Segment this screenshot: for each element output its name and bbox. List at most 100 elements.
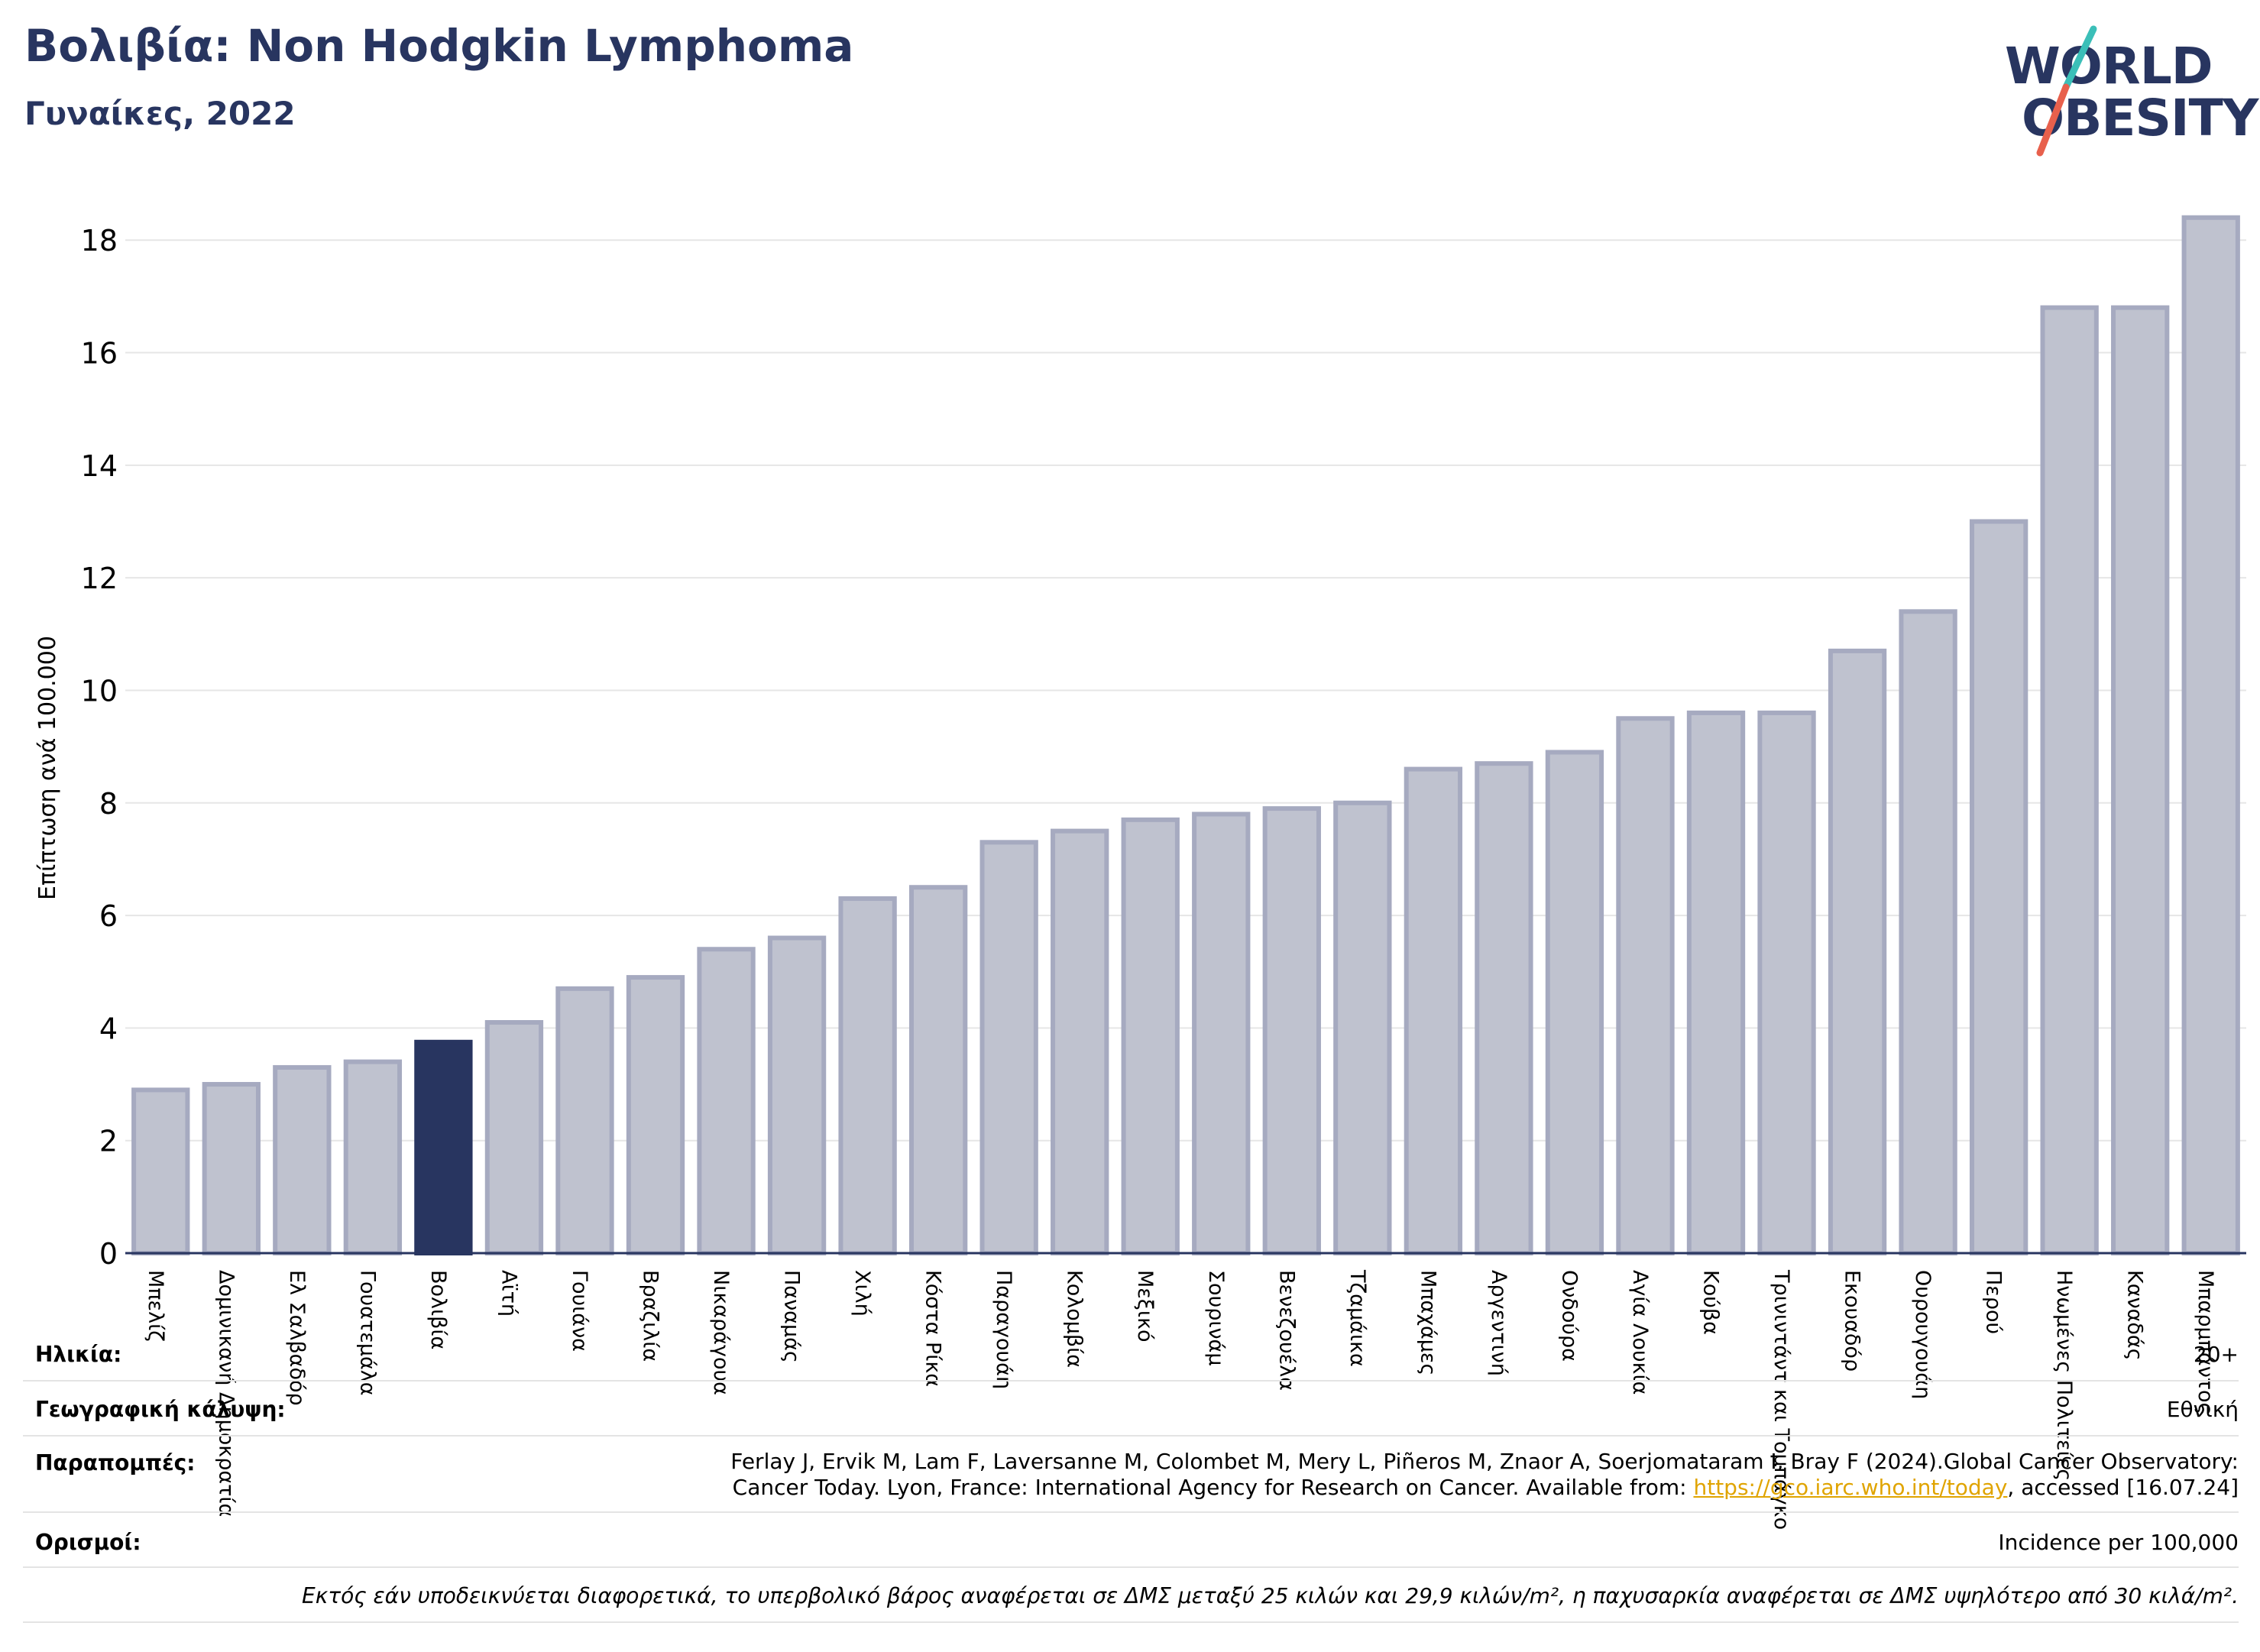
footer-row-coverage: Γεωγραφική κάλυψη: Εθνική xyxy=(23,1380,2239,1437)
footer-row-note: Εκτός εάν υποδεικνύεται διαφορετικά, το … xyxy=(23,1566,2239,1623)
bar xyxy=(1333,800,1392,1255)
bar xyxy=(626,975,685,1256)
x-tick-label: Κούβα xyxy=(1699,1270,1723,1335)
references-line-2: Cancer Today. Lyon, France: Internationa… xyxy=(730,1475,2239,1501)
y-tick-label: 10 xyxy=(81,674,118,708)
y-tick-label: 0 xyxy=(99,1237,118,1271)
x-tick-label: Τζαμάικα xyxy=(1345,1269,1369,1367)
x-tick-label: Βενεζουέλα xyxy=(1274,1270,1298,1391)
references-label: Παραπομπές: xyxy=(35,1450,196,1475)
bar xyxy=(1475,761,1533,1255)
x-tick-label: Καναδάς xyxy=(2123,1270,2147,1361)
bar xyxy=(1262,806,1321,1255)
x-tick-label: Μπαρμπάντος xyxy=(2194,1270,2217,1414)
bar xyxy=(2040,305,2099,1255)
x-tick-label: Ηνωμένες Πολιτείες xyxy=(2052,1270,2076,1481)
footer-row-definitions: Ορισμοί: Incidence per 100,000 xyxy=(23,1511,2239,1568)
bar-highlight xyxy=(414,1039,473,1255)
y-axis-label: Επίπτωση ανά 100.000 xyxy=(34,636,61,900)
footer-row-age: Ηλικία: 20+ xyxy=(23,1328,2239,1380)
bar xyxy=(2111,305,2170,1255)
x-tick-label: Παραγουάη xyxy=(992,1270,1015,1389)
x-tick-label: Σουρινάμ xyxy=(1204,1270,1228,1366)
x-tick-label: Νικαράγουα xyxy=(709,1270,733,1395)
x-tick-label: Κόστα Ρίκα xyxy=(921,1270,945,1387)
x-tick-label: Γουατεμάλα xyxy=(355,1270,379,1396)
logo-line-1: WORLD xyxy=(2005,37,2213,96)
x-tick-label: Δομινικανή Δημοκρατία xyxy=(214,1270,238,1517)
x-tick-label: Βραζιλία xyxy=(639,1270,662,1362)
chart-title: Βολιβία: Non Hodgkin Lymphoma xyxy=(24,20,854,72)
bar xyxy=(697,947,756,1255)
footer-bottom-rule xyxy=(23,1621,2239,1623)
y-tick-label: 12 xyxy=(81,562,118,595)
bar xyxy=(1686,710,1746,1255)
x-tick-label: Αϊτή xyxy=(497,1270,520,1317)
bar xyxy=(1616,716,1675,1255)
x-tick-label: Ελ Σαλβαδόρ xyxy=(285,1270,309,1406)
bar xyxy=(767,935,827,1255)
bar xyxy=(343,1059,403,1256)
x-tick-label: Μεξικό xyxy=(1133,1270,1157,1343)
bar xyxy=(1051,828,1109,1256)
bar xyxy=(908,885,968,1255)
bar xyxy=(1899,609,1957,1255)
bar xyxy=(1192,811,1251,1255)
x-tick-label: Κολομβία xyxy=(1063,1270,1086,1368)
bar xyxy=(1545,750,1604,1255)
y-tick-label: 2 xyxy=(99,1125,118,1158)
logo-slash-icon xyxy=(2036,25,2097,157)
coverage-value: Εθνική xyxy=(2166,1397,2239,1422)
bar xyxy=(202,1082,261,1255)
x-tick-label: Ουρουγουάη xyxy=(1911,1270,1935,1399)
definitions-value: Incidence per 100,000 xyxy=(1998,1530,2239,1555)
x-tick-label: Εκουαδόρ xyxy=(1841,1270,1864,1372)
x-tick-label: Αγία Λουκία xyxy=(1628,1270,1652,1394)
y-tick-label: 8 xyxy=(99,787,118,821)
bar xyxy=(273,1064,332,1255)
bar xyxy=(131,1087,190,1255)
bar xyxy=(1404,766,1463,1255)
bar xyxy=(838,896,897,1256)
x-axis-labels: Μπελίζ Δομινικανή Δημοκρατία Ελ Σαλβαδόρ Γο… xyxy=(144,1269,2217,1530)
x-tick-label: Χιλή xyxy=(850,1270,874,1317)
y-tick-label: 6 xyxy=(99,899,118,933)
x-tick-label: Μπελίζ xyxy=(144,1270,167,1342)
x-tick-label: Μπαχάμες xyxy=(1416,1270,1439,1375)
bars xyxy=(131,215,2240,1256)
references-link[interactable]: https://gco.iarc.who.int/today xyxy=(1693,1475,2008,1500)
x-tick-label: Γουιάνα xyxy=(568,1270,591,1352)
bar xyxy=(2181,215,2240,1255)
references-line-2-post: , accessed [16.07.24] xyxy=(2007,1475,2239,1500)
x-tick-label: Τρινιντάντ και Τομπάγκο xyxy=(1769,1269,1793,1530)
references-text: Ferlay J, Ervik M, Lam F, Laversanne M, … xyxy=(730,1449,2239,1501)
y-tick-label: 14 xyxy=(81,449,118,483)
age-label: Ηλικία: xyxy=(35,1342,122,1367)
x-tick-label: Παναμάς xyxy=(780,1270,804,1363)
footer-row-references: Παραπομπές: Ferlay J, Ervik M, Lam F, La… xyxy=(23,1435,2239,1513)
y-axis-ticks: 0 2 4 6 8 10 12 14 16 18 xyxy=(81,224,118,1271)
world-obesity-logo: WORLD OBESITY xyxy=(2002,23,2258,160)
bar xyxy=(1121,817,1180,1255)
coverage-label: Γεωγραφική κάλυψη: xyxy=(35,1397,286,1422)
bar xyxy=(484,1020,544,1255)
chart-subtitle: Γυναίκες, 2022 xyxy=(24,95,296,132)
footnote: Εκτός εάν υποδεικνύεται διαφορετικά, το … xyxy=(302,1583,2239,1608)
y-tick-label: 16 xyxy=(81,337,118,371)
bar xyxy=(1757,710,1816,1255)
definitions-label: Ορισμοί: xyxy=(35,1530,141,1555)
x-tick-label: Αργεντινή xyxy=(1487,1270,1510,1376)
bar xyxy=(555,986,614,1256)
references-line-2-pre: Cancer Today. Lyon, France: Internationa… xyxy=(732,1475,1694,1500)
x-tick-label: Βολιβία xyxy=(426,1270,450,1349)
references-line-1: Ferlay J, Ervik M, Lam F, Laversanne M, … xyxy=(730,1449,2239,1474)
y-tick-label: 18 xyxy=(81,224,118,258)
y-tick-label: 4 xyxy=(99,1012,118,1045)
x-tick-label: Ονδούρα xyxy=(1557,1270,1581,1362)
x-tick-label: Περού xyxy=(1982,1270,2006,1334)
age-value: 20+ xyxy=(2193,1342,2239,1367)
bar xyxy=(1969,519,2028,1255)
bar xyxy=(1828,648,1887,1255)
bar xyxy=(979,840,1038,1255)
